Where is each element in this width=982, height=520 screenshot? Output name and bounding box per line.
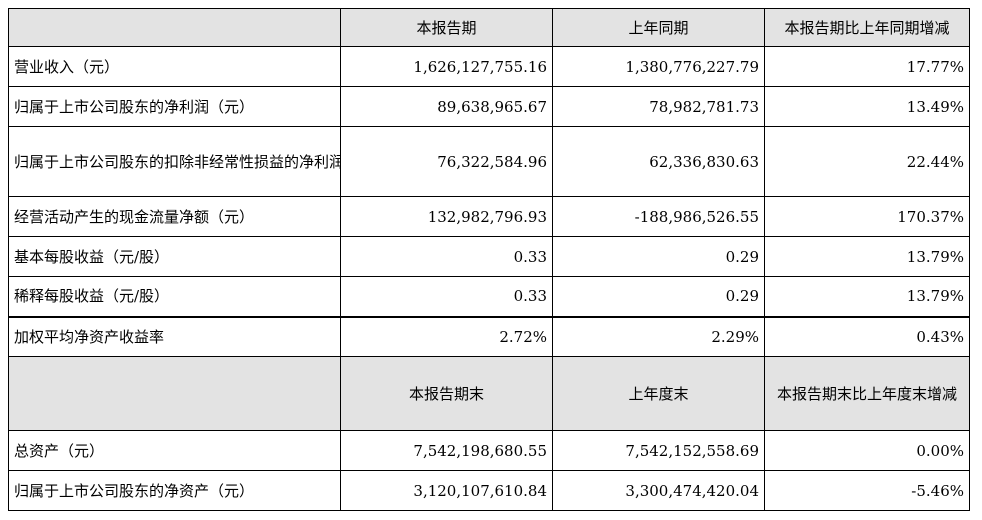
row-label: 营业收入（元）: [8, 46, 341, 87]
row-label: 稀释每股收益（元/股）: [8, 276, 341, 317]
current-value: 0.33: [340, 276, 553, 317]
prior-value: 2.29%: [552, 315, 765, 357]
header-blank-cell: [8, 8, 341, 47]
change-value: 0.00%: [764, 430, 970, 471]
table-row: 归属于上市公司股东的净利润（元） 89,638,965.67 78,982,78…: [8, 86, 970, 127]
header-row-current: 本报告期 上年同期 本报告期比上年同期增减: [8, 8, 970, 47]
prior-value: 78,982,781.73: [552, 86, 765, 127]
change-value: 13.49%: [764, 86, 970, 127]
table-row: 加权平均净资产收益率 2.72% 2.29% 0.43%: [8, 315, 970, 357]
change-value: 170.37%: [764, 196, 970, 237]
row-label: 归属于上市公司股东的净资产（元）: [8, 470, 341, 511]
prior-value: -188,986,526.55: [552, 196, 765, 237]
header-period-end: 本报告期末: [340, 356, 553, 431]
header-blank-cell: [8, 356, 341, 431]
row-label: 归属于上市公司股东的净利润（元）: [8, 86, 341, 127]
header-end-change: 本报告期末比上年度末增减: [764, 356, 970, 431]
header-prior-period: 上年同期: [552, 8, 765, 47]
prior-value: 7,542,152,558.69: [552, 430, 765, 471]
table-row: 总资产（元） 7,542,198,680.55 7,542,152,558.69…: [8, 430, 970, 471]
row-label: 经营活动产生的现金流量净额（元）: [8, 196, 341, 237]
current-value: 132,982,796.93: [340, 196, 553, 237]
header-period-change: 本报告期比上年同期增减: [764, 8, 970, 47]
row-label: 归属于上市公司股东的扣除非经常性损益的净利润（元）: [8, 126, 341, 197]
row-label: 总资产（元）: [8, 430, 341, 471]
current-value: 2.72%: [340, 315, 553, 357]
change-value: 17.77%: [764, 46, 970, 87]
key-financial-data-table: 本报告期 上年同期 本报告期比上年同期增减 营业收入（元） 1,626,127,…: [8, 8, 970, 511]
prior-value: 0.29: [552, 276, 765, 317]
prior-value: 62,336,830.63: [552, 126, 765, 197]
prior-value: 1,380,776,227.79: [552, 46, 765, 87]
change-value: 13.79%: [764, 276, 970, 317]
current-value: 0.33: [340, 236, 553, 277]
current-value: 89,638,965.67: [340, 86, 553, 127]
table-row: 归属于上市公司股东的扣除非经常性损益的净利润（元） 76,322,584.96 …: [8, 126, 970, 197]
header-row-end: 本报告期末 上年度末 本报告期末比上年度末增减: [8, 356, 970, 431]
prior-value: 3,300,474,420.04: [552, 470, 765, 511]
table-row: 归属于上市公司股东的净资产（元） 3,120,107,610.84 3,300,…: [8, 470, 970, 511]
change-value: -5.46%: [764, 470, 970, 511]
table-row: 基本每股收益（元/股） 0.33 0.29 13.79%: [8, 236, 970, 277]
current-value: 3,120,107,610.84: [340, 470, 553, 511]
row-label: 加权平均净资产收益率: [8, 315, 341, 357]
header-current-period: 本报告期: [340, 8, 553, 47]
change-value: 13.79%: [764, 236, 970, 277]
current-value: 7,542,198,680.55: [340, 430, 553, 471]
table-row: 经营活动产生的现金流量净额（元） 132,982,796.93 -188,986…: [8, 196, 970, 237]
table-row: 稀释每股收益（元/股） 0.33 0.29 13.79%: [8, 276, 970, 317]
change-value: 0.43%: [764, 315, 970, 357]
header-prior-year-end: 上年度末: [552, 356, 765, 431]
prior-value: 0.29: [552, 236, 765, 277]
row-label: 基本每股收益（元/股）: [8, 236, 341, 277]
change-value: 22.44%: [764, 126, 970, 197]
table-row: 营业收入（元） 1,626,127,755.16 1,380,776,227.7…: [8, 46, 970, 87]
current-value: 1,626,127,755.16: [340, 46, 553, 87]
current-value: 76,322,584.96: [340, 126, 553, 197]
